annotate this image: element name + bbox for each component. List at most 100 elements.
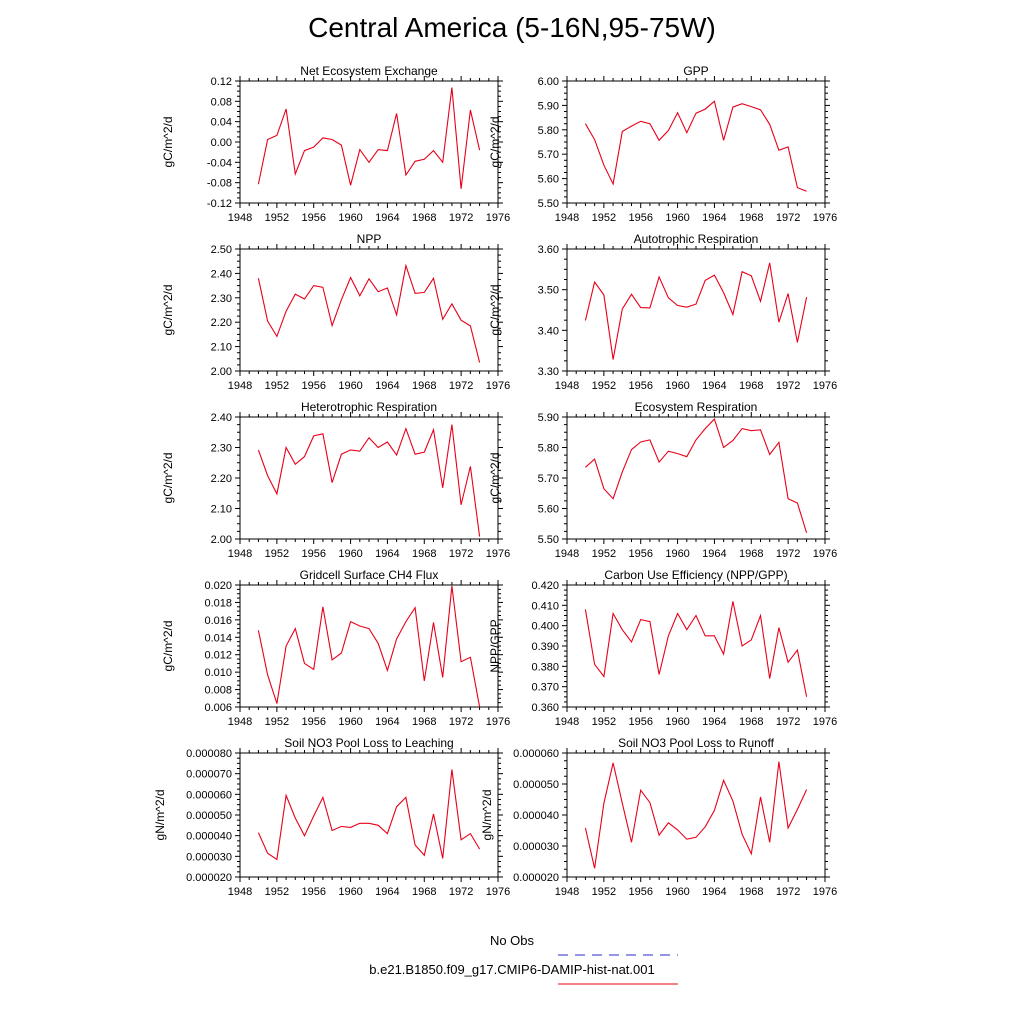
x-tick-label: 1948 xyxy=(228,380,252,392)
y-tick-label: 2.00 xyxy=(211,534,232,546)
x-tick-label: 1960 xyxy=(338,380,362,392)
x-tick-label: 1956 xyxy=(301,212,325,224)
y-tick-label: 0.012 xyxy=(204,650,232,662)
y-tick-label: 2.10 xyxy=(211,504,232,516)
plot-frame xyxy=(566,416,826,540)
x-tick-label: 1976 xyxy=(486,886,510,898)
chart-panel-6: Gridcell Surface CH4 Flux gC/m^2/d 0.006 0.… xyxy=(161,568,510,728)
x-tick-label: 1956 xyxy=(628,380,652,392)
x-tick-label: 1952 xyxy=(265,380,289,392)
chart-title: Net Ecosystem Exchange xyxy=(300,64,438,78)
y-tick-label: 0.020 xyxy=(204,580,232,592)
x-tick-label: 1968 xyxy=(739,548,763,560)
chart-title: Carbon Use Efficiency (NPP/GPP) xyxy=(604,568,787,582)
x-tick-label: 1956 xyxy=(628,212,652,224)
x-tick-label: 1968 xyxy=(412,716,436,728)
x-tick-label: 1960 xyxy=(665,212,689,224)
x-tick-label: 1968 xyxy=(412,380,436,392)
x-tick-label: 1968 xyxy=(739,886,763,898)
x-tick-label: 1964 xyxy=(375,380,399,392)
y-tick-label: 3.60 xyxy=(538,244,559,256)
y-tick-label: 2.50 xyxy=(211,244,232,256)
x-tick-label: 1976 xyxy=(813,380,837,392)
y-tick-label: 0.000080 xyxy=(186,748,232,760)
x-tick-label: 1976 xyxy=(813,212,837,224)
x-tick-label: 1956 xyxy=(628,548,652,560)
y-tick-label: 5.80 xyxy=(538,125,559,137)
y-axis-label: gN/m^2/d xyxy=(480,790,494,841)
y-tick-label: 0.12 xyxy=(211,76,232,88)
y-tick-label: 0.370 xyxy=(531,682,559,694)
x-tick-label: 1952 xyxy=(592,716,616,728)
x-tick-label: 1960 xyxy=(665,716,689,728)
x-tick-label: 1964 xyxy=(702,212,726,224)
x-tick-label: 1964 xyxy=(375,212,399,224)
y-tick-label: 5.90 xyxy=(538,100,559,112)
x-tick-label: 1956 xyxy=(628,886,652,898)
y-axis-label: gC/m^2/d xyxy=(161,453,175,504)
series-line-0 xyxy=(585,418,808,534)
y-tick-label: 0.00 xyxy=(211,137,232,149)
series-line-0 xyxy=(257,263,481,363)
y-tick-label: 0.000040 xyxy=(513,810,559,822)
chart-title: Autotrophic Respiration xyxy=(634,232,759,246)
x-tick-label: 1968 xyxy=(412,548,436,560)
series-line-0 xyxy=(257,769,481,861)
y-tick-label: 0.400 xyxy=(531,621,559,633)
x-tick-label: 1972 xyxy=(449,716,473,728)
x-tick-label: 1956 xyxy=(301,548,325,560)
chart-panel-4: Heterotrophic Respiration gC/m^2/d 2.00 2.1… xyxy=(161,400,510,560)
x-tick-label: 1956 xyxy=(301,380,325,392)
x-tick-label: 1960 xyxy=(338,548,362,560)
y-tick-label: 0.008 xyxy=(204,685,232,697)
x-tick-label: 1972 xyxy=(776,212,800,224)
x-tick-label: 1960 xyxy=(338,716,362,728)
y-axis-label: gC/m^2/d xyxy=(161,285,175,336)
plot-frame xyxy=(239,80,499,204)
y-axis-label: gN/m^2/d xyxy=(153,790,167,841)
y-tick-label: 0.410 xyxy=(531,600,559,612)
y-tick-label: 0.08 xyxy=(211,96,232,108)
y-tick-label: 0.010 xyxy=(204,667,232,679)
x-tick-label: 1972 xyxy=(776,548,800,560)
x-tick-label: 1976 xyxy=(813,886,837,898)
y-tick-label: 2.40 xyxy=(211,412,232,424)
y-tick-label: 5.80 xyxy=(538,443,559,455)
x-tick-label: 1948 xyxy=(555,886,579,898)
y-tick-label: 5.60 xyxy=(538,504,559,516)
y-tick-label: 2.10 xyxy=(211,342,232,354)
y-tick-label: 0.000030 xyxy=(513,841,559,853)
x-tick-label: 1964 xyxy=(702,716,726,728)
y-tick-label: 3.30 xyxy=(538,366,559,378)
y-tick-label: 0.000040 xyxy=(186,831,232,843)
x-tick-label: 1968 xyxy=(412,212,436,224)
x-tick-label: 1964 xyxy=(375,886,399,898)
y-tick-label: -0.04 xyxy=(207,157,232,169)
chart-title: NPP xyxy=(357,232,382,246)
x-tick-label: 1952 xyxy=(592,380,616,392)
chart-panel-0: Net Ecosystem Exchange gC/m^2/d -0.12 -0.08… xyxy=(161,64,510,224)
x-tick-label: 1952 xyxy=(592,886,616,898)
y-tick-label: -0.08 xyxy=(207,178,232,190)
page-title: Central America (5-16N,95-75W) xyxy=(308,12,716,43)
chart-panel-9: Soil NO3 Pool Loss to Runoff gN/m^2/d 0.00… xyxy=(480,736,837,898)
x-tick-label: 1964 xyxy=(702,380,726,392)
y-tick-label: 2.30 xyxy=(211,443,232,455)
x-tick-label: 1956 xyxy=(301,716,325,728)
x-tick-label: 1948 xyxy=(228,212,252,224)
x-tick-label: 1960 xyxy=(665,886,689,898)
x-tick-label: 1976 xyxy=(486,380,510,392)
y-tick-label: 5.90 xyxy=(538,412,559,424)
x-tick-label: 1976 xyxy=(486,548,510,560)
y-tick-label: 3.40 xyxy=(538,325,559,337)
chart-panel-2: NPP gC/m^2/d 2.00 2.10 2.20 2.30 2.40 2.50 1948 1… xyxy=(161,232,510,392)
x-tick-label: 1960 xyxy=(665,548,689,560)
x-tick-label: 1948 xyxy=(228,716,252,728)
x-tick-label: 1972 xyxy=(449,380,473,392)
y-tick-label: 0.000050 xyxy=(513,779,559,791)
series-line-0 xyxy=(257,585,481,708)
x-tick-label: 1968 xyxy=(412,886,436,898)
y-tick-label: 0.420 xyxy=(531,580,559,592)
y-tick-label: 5.50 xyxy=(538,198,559,210)
y-tick-label: 2.30 xyxy=(211,293,232,305)
